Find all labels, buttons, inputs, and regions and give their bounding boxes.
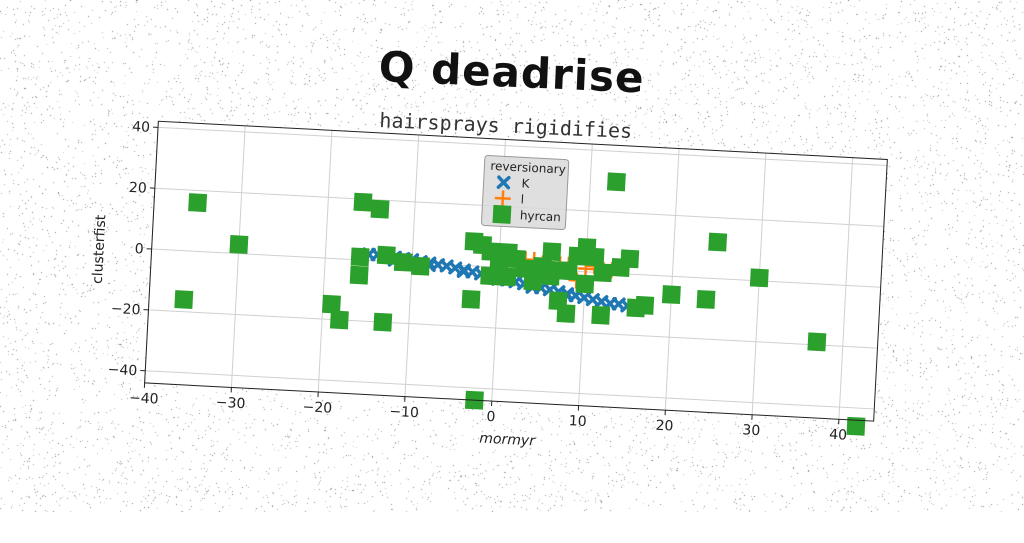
y-tick-label: 40 — [132, 119, 151, 136]
data-point-hyrcan — [575, 274, 594, 293]
data-point-hyrcan — [373, 313, 392, 332]
data-point-hyrcan — [188, 193, 207, 212]
y-tick-label: 20 — [129, 180, 148, 197]
y-axis-label: clusterfist — [90, 214, 110, 284]
data-point-hyrcan — [708, 233, 727, 252]
data-point-hyrcan — [174, 290, 193, 309]
data-point-hyrcan — [607, 172, 626, 191]
data-point-hyrcan — [591, 306, 610, 325]
data-point-hyrcan — [462, 290, 481, 309]
y-tick-label: 0 — [134, 241, 144, 257]
data-point-hyrcan — [542, 242, 561, 261]
x-tick-label: 30 — [742, 422, 761, 439]
x-tick-label: 40 — [829, 427, 848, 444]
data-point-hyrcan — [350, 266, 369, 285]
data-point-hyrcan — [377, 246, 396, 265]
x-tick-label: −30 — [215, 395, 245, 413]
data-point-hyrcan — [371, 200, 390, 219]
data-point-hyrcan — [394, 253, 413, 272]
data-point-hyrcan — [593, 263, 612, 282]
legend-marker-hyrcan — [492, 205, 511, 224]
data-point-hyrcan — [330, 310, 349, 329]
data-point-hyrcan — [351, 247, 370, 266]
data-point-hyrcan — [229, 235, 248, 254]
data-point-hyrcan — [557, 304, 576, 323]
data-point-hyrcan — [411, 257, 430, 276]
data-point-hyrcan — [354, 193, 373, 212]
data-point-hyrcan — [498, 267, 517, 286]
data-point-hyrcan — [635, 296, 654, 315]
x-tick-label: 10 — [568, 413, 587, 430]
data-point-hyrcan — [807, 332, 826, 351]
x-tick-label: 0 — [486, 409, 496, 425]
data-point-hyrcan — [662, 285, 681, 304]
data-point-hyrcan — [620, 249, 639, 268]
data-point-hyrcan — [697, 290, 716, 309]
x-tick-label: 20 — [655, 418, 674, 435]
x-axis-label: mormyr — [479, 431, 537, 450]
data-point-hyrcan — [750, 268, 769, 287]
y-tick-label: −20 — [110, 301, 140, 319]
x-tick-label: −20 — [302, 399, 332, 417]
legend-label-hyrcan: hyrcan — [520, 208, 562, 224]
x-tick-label: −10 — [389, 404, 419, 422]
y-tick-label: −40 — [107, 362, 137, 380]
x-tick-label: −40 — [129, 390, 159, 408]
